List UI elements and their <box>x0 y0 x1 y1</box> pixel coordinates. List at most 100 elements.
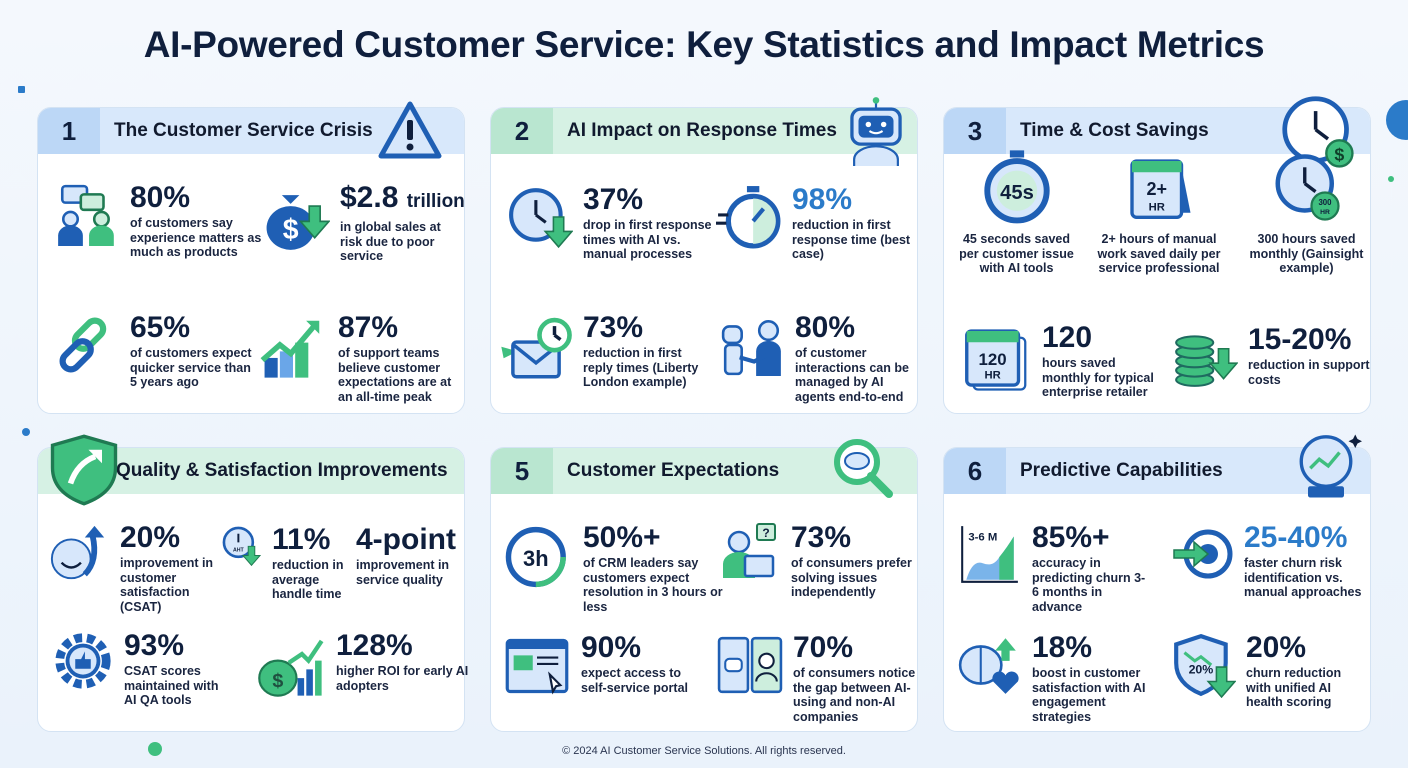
svg-text:3-6 M: 3-6 M <box>968 532 997 544</box>
stat-description: of consumers notice the gap between AI-u… <box>793 666 916 724</box>
warning-icon <box>378 101 442 159</box>
stat-description: improvement in service quality <box>356 558 450 587</box>
stat-item: 15-20% reduction in support costs <box>1172 324 1408 390</box>
stat-description: 45 seconds saved per customer issue with… <box>959 232 1074 275</box>
svg-text:120: 120 <box>979 350 1007 369</box>
person-laptop-icon: ? <box>723 523 776 578</box>
magnifier-chat-icon <box>834 439 893 498</box>
stat-item: 3-6 M 85%+ accuracy in predicting churn 3-… <box>956 522 1212 614</box>
panel-header: 2 AI Impact on Response Times <box>491 108 917 154</box>
stat-value: 50%+ <box>583 521 661 554</box>
stat-description: accuracy in predicting churn 3-6 months … <box>1032 556 1146 614</box>
stat-value: 73% <box>791 521 852 554</box>
broken-link-icon <box>59 317 107 373</box>
stat-description: 300 hours saved monthly (Gainsight examp… <box>1249 232 1364 275</box>
trend-chart-icon: 3-6 M <box>961 526 1018 583</box>
header-icon <box>1290 430 1362 507</box>
stat-value: 128% <box>336 629 413 662</box>
stat-item: 80% of customers say experience matters a… <box>54 182 325 260</box>
stopwatch-icon <box>716 186 781 249</box>
stat-value: 65% <box>130 311 191 344</box>
stat-description: reduction in first response time (best c… <box>792 218 911 261</box>
svg-text:$: $ <box>272 670 283 692</box>
stat-value: 87% <box>338 311 399 344</box>
panel-title: The Customer Service Crisis <box>114 120 373 141</box>
stat-value: 4-point <box>356 523 456 556</box>
decoration <box>1386 100 1408 140</box>
stat-item: 70% of consumers notice the gap between A… <box>717 632 983 724</box>
panel-title: AI Impact on Response Times <box>567 120 837 141</box>
money-bag-down-icon: $ <box>266 195 330 250</box>
stat-description: of consumers prefer solving issues indep… <box>791 556 912 599</box>
stat-value: 70% <box>793 631 854 664</box>
stat-value: 93% <box>124 629 185 662</box>
coins-down-icon <box>1175 335 1238 387</box>
panel-4: Quality & Satisfaction Improvements 20% im… <box>37 434 468 732</box>
stat-description: of support teams believe customer expect… <box>338 346 452 404</box>
robot-icon <box>850 97 902 166</box>
stat-item: 73% reduction in first reply times (Liber… <box>499 312 763 390</box>
stat-item: 87% of support teams believe customer exp… <box>258 312 523 404</box>
people-chat-icon <box>58 184 114 246</box>
stat-item: 2+ HR 2+ hours of manual work saved daily … <box>1094 152 1224 276</box>
stat-value: 20% <box>120 521 181 554</box>
robot-vs-human-icon <box>717 636 783 694</box>
panel-2: 2 AI Impact on Response Times 37% drop in f… <box>490 97 918 414</box>
panel-number: 1 <box>38 108 100 154</box>
svg-text:300: 300 <box>1318 198 1332 207</box>
stat-value: 80% <box>130 181 191 214</box>
stat-description: reduction in support costs <box>1248 358 1370 387</box>
stat-description: expect access to self-service portal <box>581 666 688 695</box>
svg-text:$: $ <box>283 214 299 246</box>
panel-number: 3 <box>944 108 1006 154</box>
stat-description: reduction in first reply times (Liberty … <box>583 346 699 389</box>
smiley-up-icon <box>50 525 105 580</box>
stat-description: churn reduction with unified AI health s… <box>1246 666 1342 709</box>
target-arrow-icon <box>1173 529 1233 579</box>
stat-description: faster churn risk identification vs. man… <box>1244 556 1362 599</box>
stat-description: hours saved monthly for typical enterpri… <box>1042 356 1154 399</box>
svg-text:20%: 20% <box>1189 662 1214 676</box>
stat-item: $128% higher ROI for early AI adopters <box>256 630 536 700</box>
footer-copyright: © 2024 AI Customer Service Solutions. Al… <box>562 745 846 757</box>
stat-value: 11% <box>272 523 331 556</box>
panel-header: 6 Predictive Capabilities <box>944 448 1370 494</box>
browser-cursor-icon <box>505 638 569 695</box>
stat-description: drop in first response times with AI vs.… <box>583 218 712 261</box>
page-title: AI-Powered Customer Service: Key Statist… <box>143 24 1265 65</box>
stat-description: of CRM leaders say customers expect reso… <box>583 556 723 614</box>
clock-aht-icon: AHT <box>222 526 262 566</box>
stat-item: AHT 11% reduction in average handle time <box>220 524 412 602</box>
stat-description: improvement in customer satisfaction (CS… <box>120 556 214 614</box>
decoration <box>1388 176 1394 182</box>
header-icon <box>48 434 120 511</box>
stat-value: 90% <box>581 631 642 664</box>
panel-number: 6 <box>944 448 1006 494</box>
decoration <box>22 428 30 436</box>
svg-text:HR: HR <box>1320 209 1330 216</box>
stat-unit: trillion <box>406 191 465 212</box>
clock-3h-icon: 3h <box>505 526 566 588</box>
header-icon <box>841 96 911 171</box>
svg-text:HR: HR <box>985 369 1001 381</box>
panel-number: 2 <box>491 108 553 154</box>
stat-value: 37% <box>583 183 644 216</box>
stat-value: 25-40% <box>1244 521 1348 554</box>
stat-item: 90% expect access to self-service portal <box>503 632 751 700</box>
decoration <box>18 86 25 93</box>
svg-text:HR: HR <box>1149 202 1165 214</box>
svg-text:2+: 2+ <box>1146 179 1167 199</box>
panel-1: 1 The Customer Service Crisis 80% of custom… <box>37 101 465 414</box>
growth-chart-icon <box>260 320 320 378</box>
stat-description: CSAT scores maintained with AI QA tools <box>124 664 219 707</box>
stat-value: 18% <box>1032 631 1093 664</box>
stat-item: 65% of customers expect quicker service t… <box>54 312 320 390</box>
stopwatch-45s-icon: 45s <box>983 150 1050 224</box>
stat-item: $ $2.8 trillion in global sales at risk du… <box>260 182 520 264</box>
stat-item: 3h 50%+ of CRM leaders say customers expec… <box>503 522 793 614</box>
stat-item: 120 HR 120 hours saved monthly for typical … <box>960 322 1222 400</box>
stat-description: higher ROI for early AI adopters <box>336 664 469 693</box>
clock-badge-icon: 300 HR <box>1275 154 1340 221</box>
clock-down-icon <box>509 188 573 249</box>
